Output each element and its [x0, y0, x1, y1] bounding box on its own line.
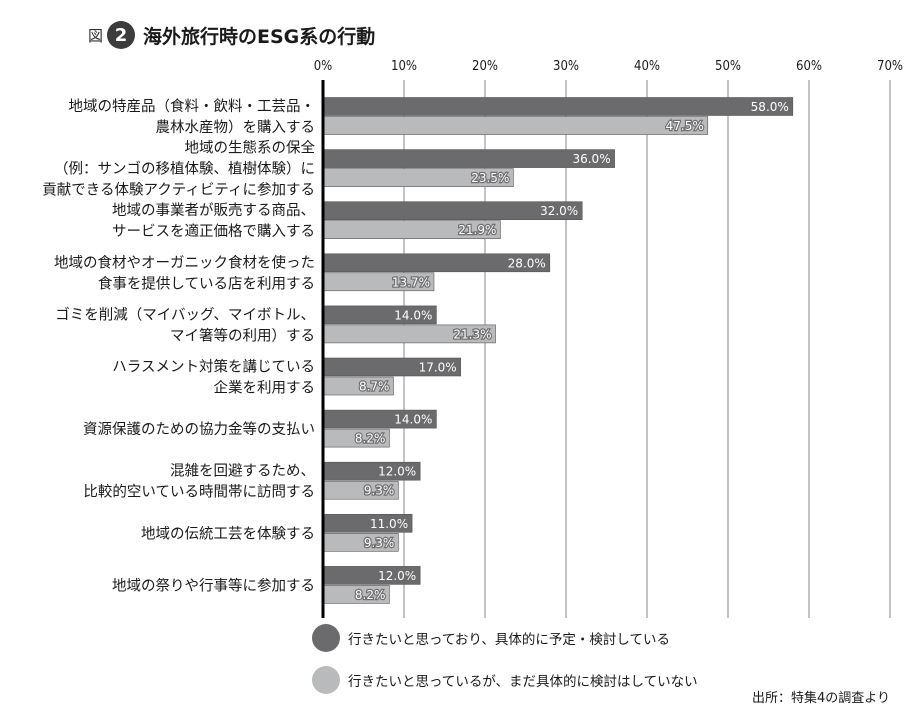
- category-label: 地域の祭りや行事等に参加する: [112, 576, 315, 594]
- category-label: 地域の事業者が販売する商品、: [112, 202, 315, 219]
- category-label: 地域の伝統工芸を体験する: [141, 525, 315, 542]
- data-label: 36.0%: [572, 152, 610, 166]
- data-label: 11.0%: [370, 517, 408, 531]
- data-label: 8.2%: [355, 588, 386, 602]
- category-label: サービスを適正価格で購入する: [112, 222, 315, 240]
- legend-label-series-1: 行きたいと思っており、具体的に予定・検討している: [348, 632, 670, 648]
- data-label: 23.5%: [471, 171, 509, 185]
- figure-number-badge: 2: [107, 21, 136, 49]
- data-label: 12.0%: [378, 569, 416, 583]
- source-note: 出所：特集4の調査より: [751, 691, 890, 706]
- tick-label: 20%: [472, 59, 498, 74]
- data-label: 8.2%: [355, 432, 386, 446]
- figure-header: 図 2 海外旅行時のESG系の行動: [88, 20, 375, 50]
- bar-series-1: [322, 97, 794, 116]
- category-label: ゴミを削減（マイバッグ、マイボトル、: [55, 305, 315, 323]
- category-label: 比較的空いている時間帯に訪問する: [83, 483, 315, 501]
- tick-label: 70%: [877, 59, 903, 74]
- data-label: 12.0%: [378, 465, 416, 479]
- tick-label: 40%: [634, 59, 660, 74]
- category-label: 食事を提供している店を利用する: [98, 275, 315, 292]
- category-label: マイ箸等の利用）する: [170, 326, 315, 344]
- data-label: 21.9%: [458, 223, 496, 237]
- data-label: 58.0%: [751, 100, 789, 114]
- data-label: 21.3%: [453, 327, 491, 341]
- data-label: 17.0%: [419, 361, 457, 375]
- legend: 行きたいと思っており、具体的に予定・検討している 行きたいと思っているが、まだ具…: [312, 622, 698, 696]
- category-label: 貢献できる体験アクティビティに参加する: [42, 182, 315, 199]
- legend-label-series-2: 行きたいと思っているが、まだ具体的に検討はしていない: [348, 674, 698, 690]
- data-label: 28.0%: [508, 256, 546, 270]
- category-label: 地域の食材やオーガニック食材を使った: [54, 254, 315, 271]
- category-label: 資源保護のための協力金等の支払い: [83, 420, 315, 438]
- figure-label: 図: [88, 26, 104, 45]
- legend-swatch-light: [312, 666, 340, 694]
- bar-series-1: [322, 149, 615, 168]
- data-label: 32.0%: [540, 204, 578, 218]
- category-label: （例：サンゴの移植体験、植樹体験）に: [54, 160, 315, 178]
- tick-label: 50%: [715, 59, 741, 74]
- data-label: 9.3%: [364, 536, 395, 550]
- category-label: 企業を利用する: [214, 379, 316, 397]
- category-label: 混雑を回避するため、: [170, 463, 315, 480]
- data-label: 13.7%: [392, 275, 430, 289]
- data-label: 47.5%: [666, 119, 704, 133]
- data-label: 14.0%: [394, 308, 432, 322]
- legend-item-series-2: 行きたいと思っているが、まだ具体的に検討はしていない: [312, 664, 698, 696]
- data-label: 9.3%: [364, 484, 395, 498]
- category-label: 地域の生態系の保全: [185, 139, 316, 157]
- tick-label: 60%: [796, 59, 822, 74]
- data-label: 14.0%: [394, 413, 432, 427]
- tick-label: 30%: [553, 59, 579, 74]
- tick-label: 10%: [391, 59, 417, 74]
- category-label: 地域の特産品（食料・飲料・工芸品・: [69, 98, 316, 115]
- legend-swatch-dark: [312, 624, 340, 652]
- bar-series-2: [322, 116, 709, 135]
- category-label: ハラスメント対策を講じている: [112, 359, 315, 376]
- chart-title: 海外旅行時のESG系の行動: [143, 25, 376, 48]
- legend-item-series-1: 行きたいと思っており、具体的に予定・検討している: [312, 622, 698, 654]
- tick-label: 0%: [314, 59, 333, 74]
- category-label: 農林水産物）を購入する: [156, 119, 316, 136]
- data-label: 8.7%: [359, 380, 390, 394]
